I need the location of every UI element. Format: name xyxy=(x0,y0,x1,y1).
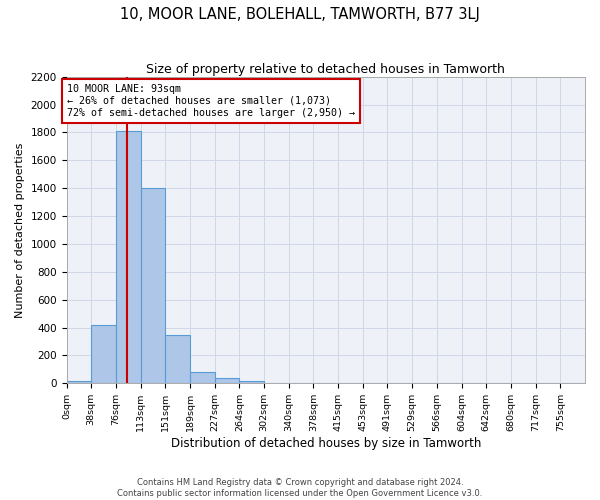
Bar xyxy=(91,325,116,384)
Bar xyxy=(264,383,289,384)
Text: 10, MOOR LANE, BOLEHALL, TAMWORTH, B77 3LJ: 10, MOOR LANE, BOLEHALL, TAMWORTH, B77 3… xyxy=(120,8,480,22)
Bar xyxy=(215,378,239,384)
Y-axis label: Number of detached properties: Number of detached properties xyxy=(15,142,25,318)
Bar xyxy=(67,382,91,384)
Bar xyxy=(165,336,190,384)
Bar xyxy=(190,372,215,384)
Text: Contains HM Land Registry data © Crown copyright and database right 2024.
Contai: Contains HM Land Registry data © Crown c… xyxy=(118,478,482,498)
Bar xyxy=(116,131,140,384)
Bar xyxy=(239,381,264,384)
Title: Size of property relative to detached houses in Tamworth: Size of property relative to detached ho… xyxy=(146,62,505,76)
Bar xyxy=(140,188,165,384)
X-axis label: Distribution of detached houses by size in Tamworth: Distribution of detached houses by size … xyxy=(170,437,481,450)
Text: 10 MOOR LANE: 93sqm
← 26% of detached houses are smaller (1,073)
72% of semi-det: 10 MOOR LANE: 93sqm ← 26% of detached ho… xyxy=(67,84,355,117)
